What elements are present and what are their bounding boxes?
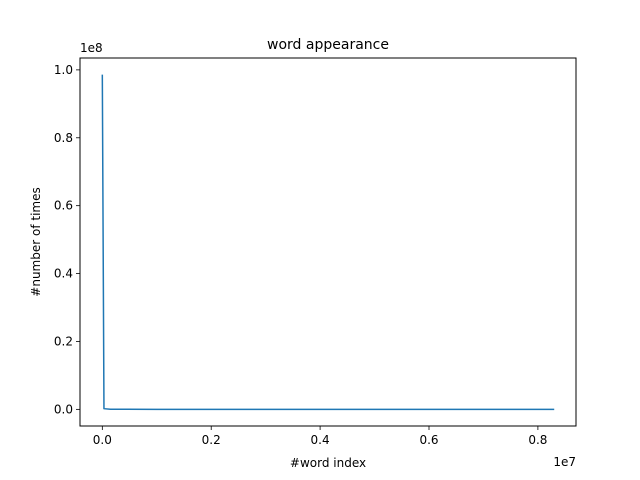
plot-frame <box>79 57 577 427</box>
x-tick-label: 0.2 <box>202 433 221 447</box>
series-line-0 <box>101 74 555 411</box>
y-axis-ticks: 0.0 0.2 0.4 0.6 0.8 1.0 <box>54 63 80 416</box>
y-tick-label: 1.0 <box>54 63 73 77</box>
x-axis-ticks: 0.0 0.2 0.4 0.6 0.8 <box>93 426 547 447</box>
plot-area <box>80 58 576 426</box>
y-tick-label: 0.8 <box>54 131 73 145</box>
chart-title: word appearance <box>267 37 389 53</box>
x-offset-label: 1e7 <box>553 455 576 469</box>
x-tick-label: 0.6 <box>419 433 438 447</box>
y-tick-label: 0.6 <box>54 199 73 213</box>
series-layer <box>101 74 555 411</box>
y-offset-label: 1e8 <box>80 41 103 55</box>
y-axis-title: #number of times <box>29 187 43 296</box>
y-tick-label: 0.2 <box>54 334 73 348</box>
y-tick-label: 0.0 <box>54 402 73 416</box>
x-tick-label: 0.8 <box>528 433 547 447</box>
x-tick-label: 0.4 <box>311 433 330 447</box>
x-axis-title: #word index <box>290 456 366 470</box>
y-tick-label: 0.4 <box>54 267 73 281</box>
x-tick-label: 0.0 <box>93 433 112 447</box>
